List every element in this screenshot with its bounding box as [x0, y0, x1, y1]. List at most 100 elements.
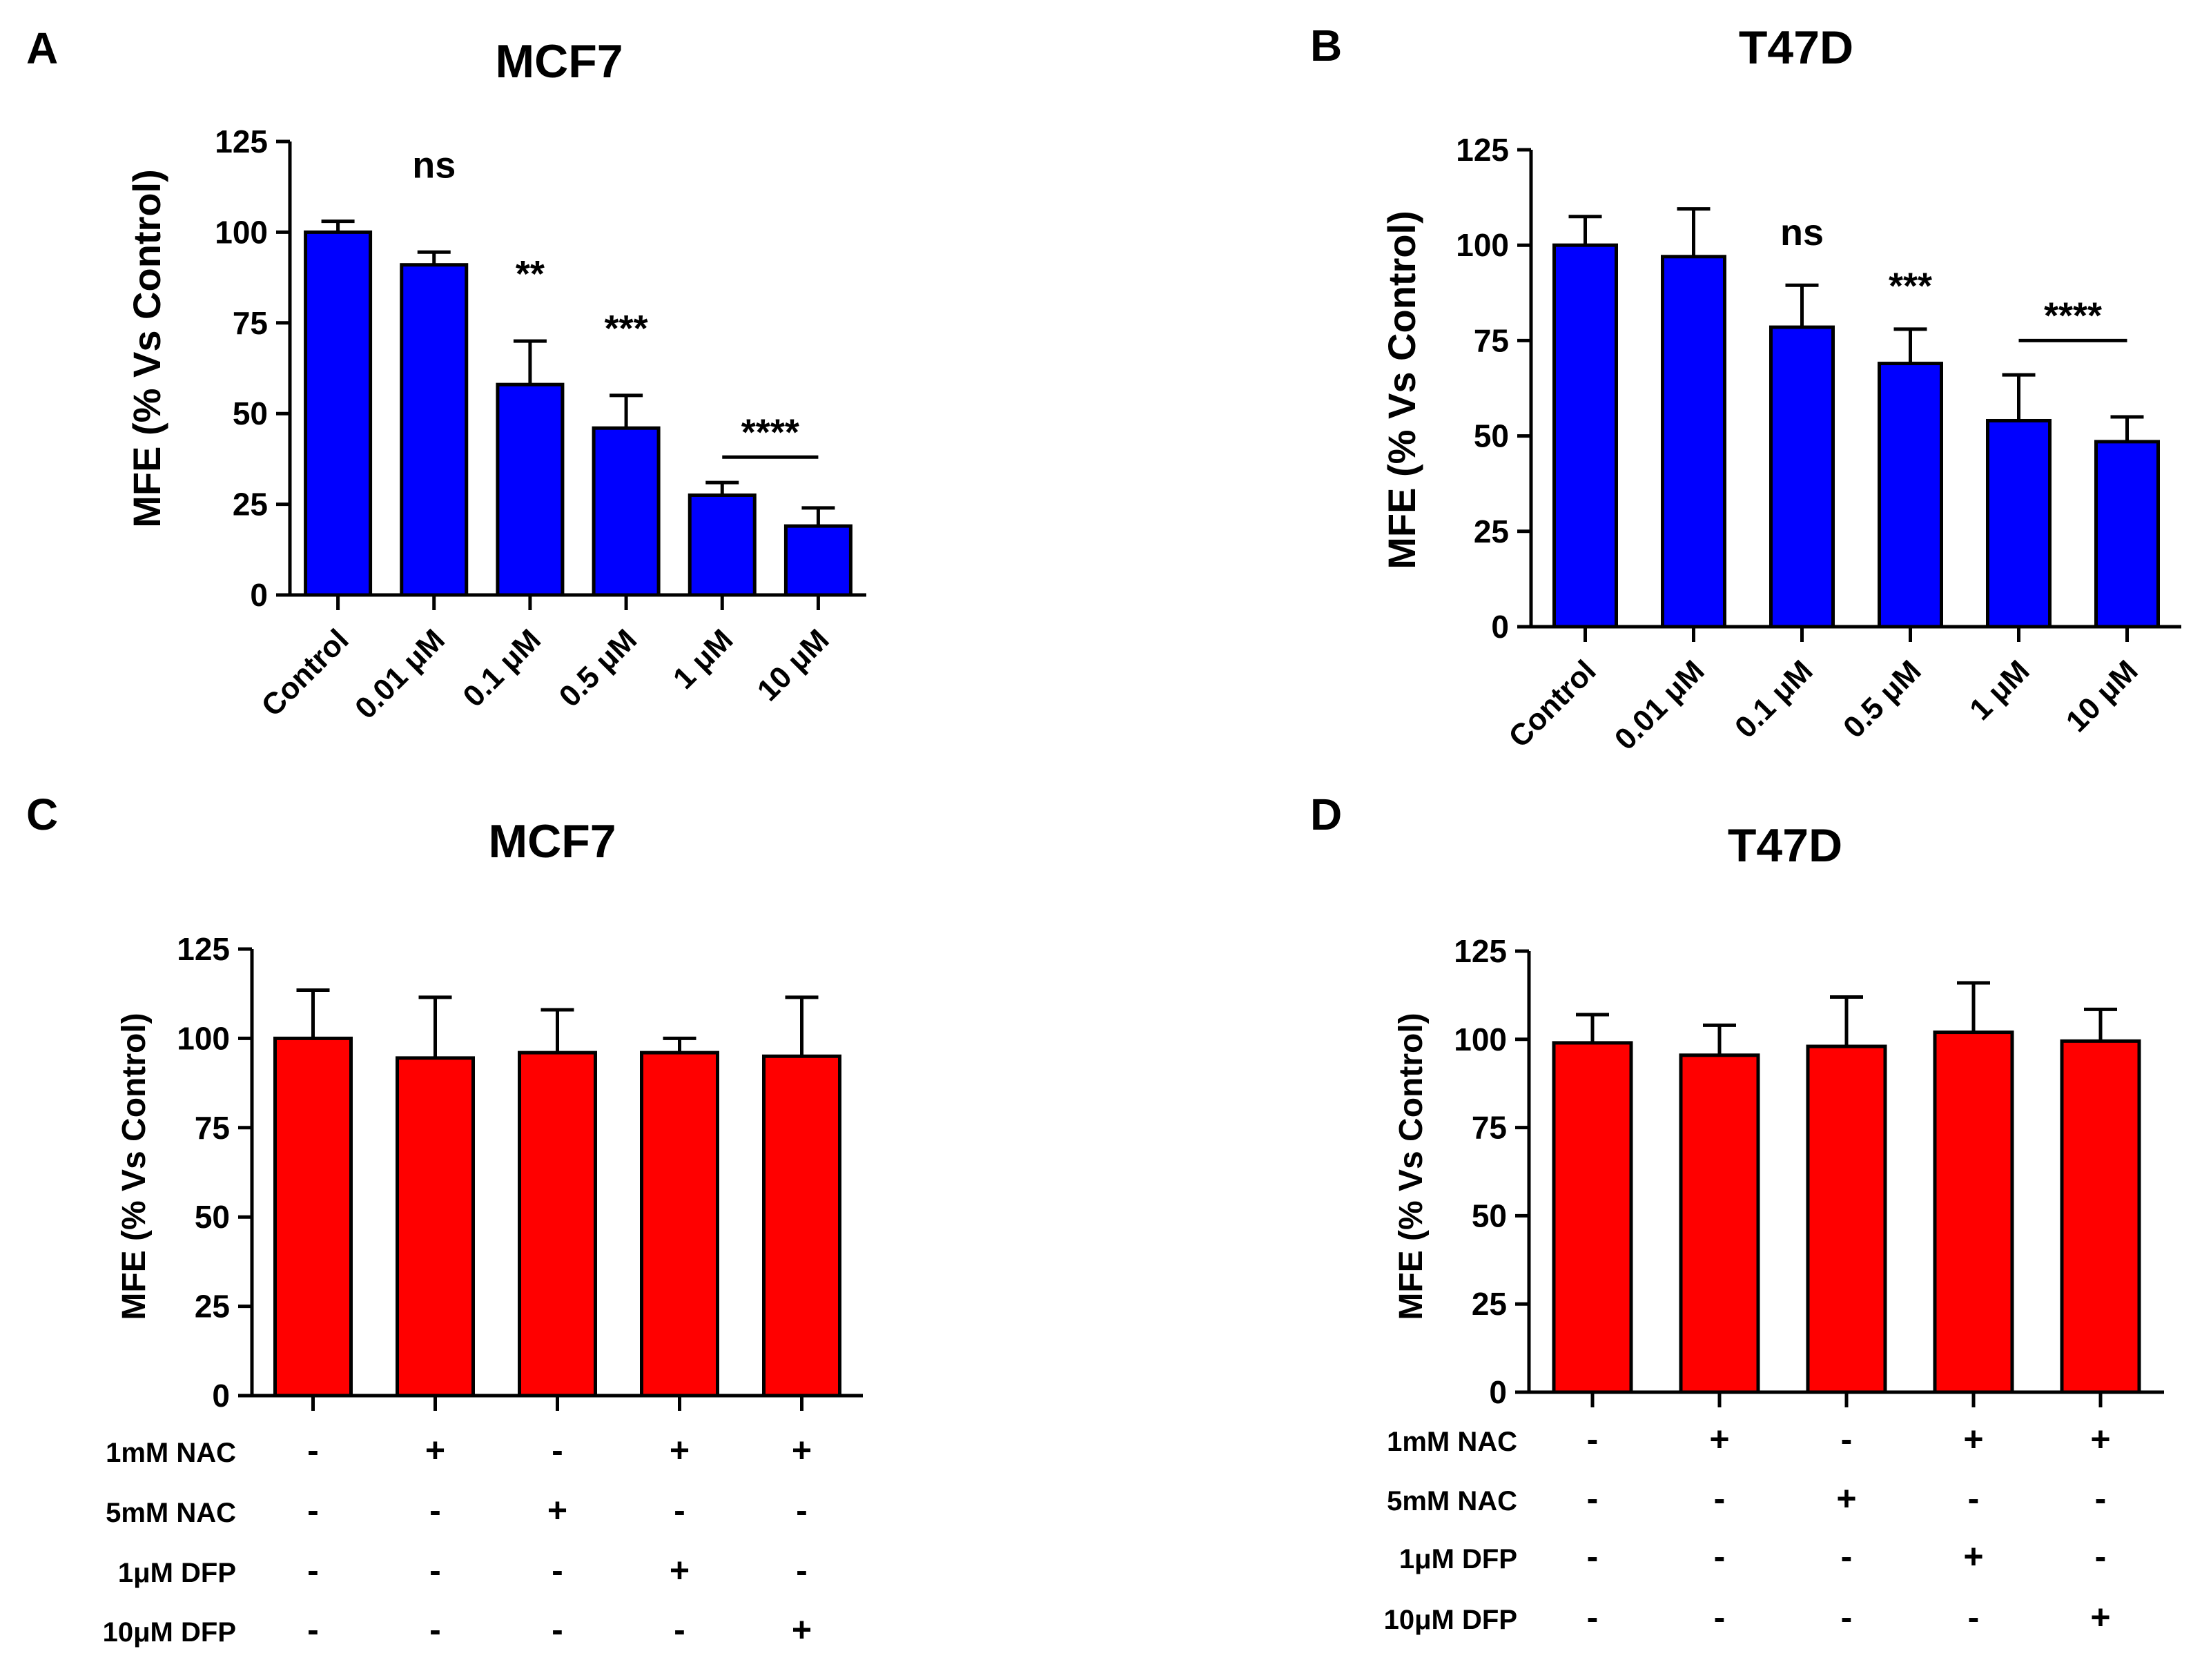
treatment-cell: -: [552, 1610, 563, 1649]
treatment-cell: -: [2095, 1479, 2107, 1518]
bar: [783, 524, 852, 597]
x-tick-label: 1 μM: [1963, 654, 2036, 727]
y-tick-label: 25: [195, 1289, 230, 1325]
bar: [396, 1056, 475, 1398]
y-tick-label: 100: [1456, 227, 1509, 263]
bar: [496, 382, 565, 597]
treatment-row-label: 1mM NAC: [1387, 1427, 1517, 1457]
treatment-row-label: 1μM DFP: [1399, 1544, 1517, 1574]
treatment-cell: -: [1841, 1537, 1853, 1576]
treatment-cell: -: [1968, 1479, 1980, 1518]
treatment-cell: -: [1968, 1598, 1980, 1637]
x-tick-label: 0.1 μM: [1728, 654, 1819, 744]
x-tick-label: 10 μM: [2060, 654, 2145, 739]
treatment-cell: -: [429, 1610, 441, 1649]
significance-label: **: [516, 253, 545, 295]
treatment-cell: -: [1714, 1598, 1726, 1637]
y-tick-label: 125: [215, 124, 268, 159]
treatment-cell: +: [2090, 1420, 2110, 1458]
bar: [400, 263, 469, 597]
treatment-cell: -: [429, 1551, 441, 1590]
bar: [2060, 1039, 2141, 1394]
y-tick-label: 0: [1489, 1374, 1507, 1410]
treatment-cell: -: [796, 1551, 808, 1590]
panel-letter: D: [1310, 790, 1342, 839]
treatment-cell: -: [1587, 1598, 1599, 1637]
treatment-cell: -: [1714, 1537, 1726, 1576]
y-tick-label: 0: [1491, 609, 1509, 645]
chart-title: MCF7: [495, 35, 623, 88]
bar: [1769, 325, 1835, 629]
y-tick-label: 100: [177, 1020, 230, 1056]
bar: [304, 230, 373, 597]
treatment-cell: +: [1963, 1537, 1983, 1576]
y-tick-label: 25: [1472, 1286, 1507, 1322]
y-tick-label: 50: [1472, 1198, 1507, 1233]
treatment-cell: -: [429, 1491, 441, 1530]
treatment-cell: -: [796, 1491, 808, 1530]
treatment-cell: -: [1841, 1598, 1853, 1637]
y-tick-label: 50: [1474, 418, 1509, 454]
significance-label: ns: [1780, 212, 1824, 253]
panel-c: C MCF7 MFE (% Vs Control) 0255075100125 …: [26, 790, 863, 1649]
treatment-cell: -: [674, 1491, 685, 1530]
bar: [762, 1054, 841, 1398]
y-axis-label: MFE (% Vs Control): [116, 1013, 153, 1320]
bar: [688, 493, 757, 597]
treatment-row-label: 1μM DFP: [118, 1558, 236, 1588]
y-tick-label: 100: [1454, 1022, 1507, 1057]
treatment-cell: -: [1714, 1479, 1726, 1518]
y-tick-label: 50: [195, 1199, 230, 1235]
treatment-cell: -: [2095, 1537, 2107, 1576]
panel-letter: B: [1310, 21, 1342, 70]
bar: [1806, 1044, 1887, 1394]
y-tick-label: 25: [233, 487, 268, 522]
x-tick-label: 0.1 μM: [456, 623, 547, 713]
significance-label: ****: [741, 411, 799, 453]
bar: [518, 1051, 597, 1398]
bar: [1986, 418, 2052, 629]
treatment-cell: +: [547, 1491, 567, 1530]
treatment-cell: -: [307, 1551, 319, 1590]
panel-letter: A: [26, 23, 58, 73]
x-tick-label: 10 μM: [751, 623, 836, 707]
x-tick-label: Control: [255, 623, 355, 723]
bar: [1679, 1053, 1760, 1394]
bar: [1552, 1041, 1633, 1394]
y-tick-label: 75: [1472, 1110, 1507, 1146]
bar: [640, 1051, 719, 1398]
treatment-cell: -: [307, 1491, 319, 1530]
y-tick-label: 0: [212, 1378, 230, 1414]
treatment-row-label: 5mM NAC: [106, 1498, 236, 1528]
bar: [592, 426, 661, 597]
treatment-cell: +: [1709, 1420, 1729, 1458]
treatment-cell: -: [1841, 1420, 1853, 1458]
treatment-cell: -: [307, 1431, 319, 1469]
y-tick-label: 125: [177, 931, 230, 967]
treatment-cell: +: [670, 1551, 690, 1590]
treatment-cell: +: [1836, 1479, 1856, 1518]
panel-b: B T47D MFE (% Vs Control) 0 25 50 75 100 125 C…: [1310, 21, 2181, 756]
significance-label: ***: [605, 308, 648, 349]
treatment-cell: +: [670, 1431, 690, 1469]
bar: [1878, 362, 1943, 629]
bar: [1552, 243, 1618, 629]
treatment-cell: +: [2090, 1598, 2110, 1637]
treatment-cell: -: [1587, 1537, 1599, 1576]
x-tick-label: 1 μM: [667, 623, 740, 696]
panel-a: A MCF7 MFE (% Vs Control) 0 25 50 75 100 125 C…: [26, 23, 866, 725]
y-tick-label: 75: [1474, 322, 1509, 358]
treatment-cell: -: [307, 1610, 319, 1649]
x-tick-label: Control: [1502, 654, 1602, 754]
y-tick-label: 25: [1474, 514, 1509, 549]
treatment-row-label: 1mM NAC: [106, 1438, 236, 1468]
x-tick-label: 0.5 μM: [1837, 654, 1927, 744]
y-axis-label: MFE (% Vs Control): [1380, 211, 1423, 569]
y-axis-label: MFE (% Vs Control): [125, 169, 168, 528]
bar: [273, 1036, 353, 1398]
x-tick-label: 0.01 μM: [349, 623, 451, 725]
treatment-cell: +: [1963, 1420, 1983, 1458]
treatment-cell: -: [674, 1610, 685, 1649]
y-tick-label: 50: [233, 395, 268, 431]
chart-title: MCF7: [488, 815, 616, 868]
